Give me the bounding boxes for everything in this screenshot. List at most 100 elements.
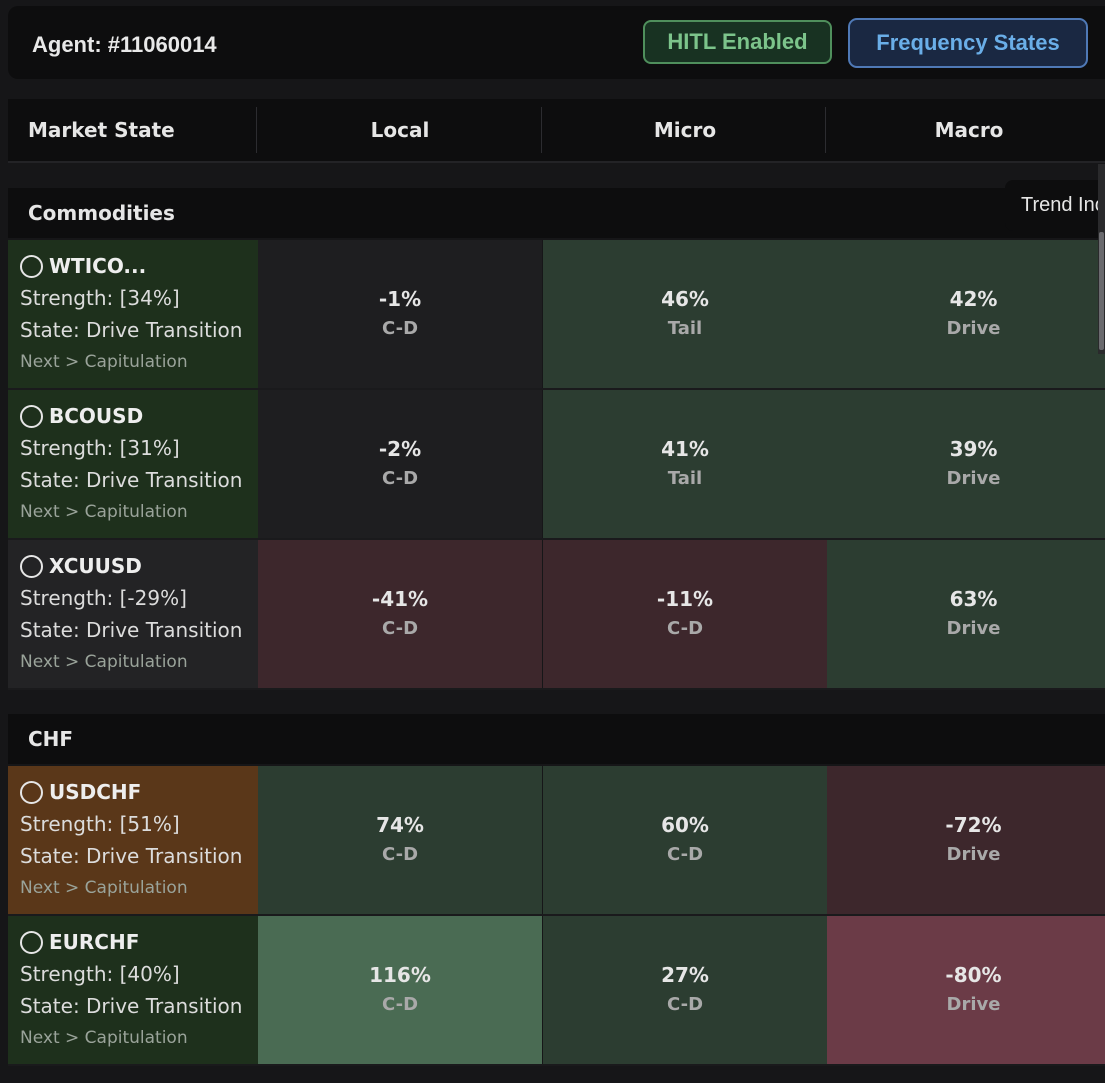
state-label: Drive xyxy=(946,318,1001,339)
agent-header-bar: Agent: #11060014 HITL Enabled Frequency … xyxy=(8,6,1105,79)
micro-cell[interactable]: -11% C-D xyxy=(543,540,827,688)
percent-value: -80% xyxy=(945,963,1002,987)
column-divider xyxy=(256,107,257,153)
percent-value: 60% xyxy=(661,813,709,837)
market-name-cell[interactable]: BCOUSD Strength: [31%] State: Drive Transi… xyxy=(8,390,258,538)
symbol-label: USDCHF xyxy=(20,780,141,804)
column-divider xyxy=(825,107,826,153)
market-name-cell[interactable]: EURCHF Strength: [40%] State: Drive Transi… xyxy=(8,916,258,1064)
strength-text: Strength: [31%] xyxy=(20,436,180,460)
percent-value: 63% xyxy=(949,587,998,611)
percent-value: 74% xyxy=(376,813,424,837)
symbol-name: USDCHF xyxy=(49,780,142,804)
percent-value: -2% xyxy=(378,437,422,461)
symbol-name: WTICO... xyxy=(49,254,147,278)
symbol-label: BCOUSD xyxy=(20,404,143,428)
micro-cell[interactable]: 46% Tail xyxy=(543,240,827,388)
select-circle-icon[interactable] xyxy=(20,404,43,428)
column-divider xyxy=(541,107,542,153)
hitl-enabled-button[interactable]: HITL Enabled xyxy=(643,20,832,64)
percent-value: 27% xyxy=(661,963,709,987)
state-text: State: Drive Transition xyxy=(20,994,243,1018)
table-row[interactable]: WTICO... Strength: [34%] State: Drive Tran… xyxy=(8,240,1105,390)
symbol-name: XCUUSD xyxy=(49,554,142,578)
state-label: Drive xyxy=(946,994,1001,1015)
symbol-name: BCOUSD xyxy=(49,404,144,428)
state-label: C-D xyxy=(666,844,704,865)
symbol-label: EURCHF xyxy=(20,930,139,954)
market-name-cell[interactable]: USDCHF Strength: [51%] State: Drive Transi… xyxy=(8,766,258,914)
state-label: Drive xyxy=(946,468,1001,489)
state-label: C-D xyxy=(381,468,419,489)
symbol-label: WTICO... xyxy=(20,254,146,278)
table-row[interactable]: USDCHF Strength: [51%] State: Drive Transi… xyxy=(8,766,1105,916)
percent-value: 116% xyxy=(369,963,431,987)
local-cell[interactable]: 74% C-D xyxy=(258,766,542,914)
table-row[interactable]: XCUUSD Strength: [-29%] State: Drive Trans… xyxy=(8,540,1105,690)
state-text: State: Drive Transition xyxy=(20,318,243,342)
group-name: Commodities xyxy=(28,201,175,225)
state-text: State: Drive Transition xyxy=(20,844,243,868)
market-name-cell[interactable]: XCUUSD Strength: [-29%] State: Drive Trans… xyxy=(8,540,258,688)
macro-cell[interactable]: -72% Drive xyxy=(827,766,1105,914)
macro-cell[interactable]: 63% Drive xyxy=(827,540,1105,688)
table-row[interactable]: EURCHF Strength: [40%] State: Drive Transi… xyxy=(8,916,1105,1066)
symbol-name: EURCHF xyxy=(49,930,140,954)
next-state-text: Next > Capitulation xyxy=(20,878,188,898)
state-label: Tail xyxy=(667,468,703,489)
macro-cell[interactable]: 39% Drive xyxy=(827,390,1105,538)
local-cell[interactable]: -1% C-D xyxy=(258,240,542,388)
column-header-micro[interactable]: Micro xyxy=(653,118,717,142)
percent-value: 46% xyxy=(661,287,709,311)
percent-value: -72% xyxy=(945,813,1002,837)
market-name-cell[interactable]: WTICO... Strength: [34%] State: Drive Tran… xyxy=(8,240,258,388)
state-label: C-D xyxy=(666,618,704,639)
state-label: C-D xyxy=(666,994,704,1015)
select-circle-icon[interactable] xyxy=(20,254,43,278)
percent-value: -1% xyxy=(378,287,422,311)
next-state-text: Next > Capitulation xyxy=(20,502,188,522)
state-label: Drive xyxy=(946,844,1001,865)
strength-text: Strength: [-29%] xyxy=(20,586,187,610)
column-header-market-state[interactable]: Market State xyxy=(28,118,175,142)
next-state-text: Next > Capitulation xyxy=(20,652,188,672)
group-header[interactable]: CHF xyxy=(8,714,1105,764)
state-label: C-D xyxy=(381,994,419,1015)
strength-text: Strength: [51%] xyxy=(20,812,180,836)
group-header[interactable]: Commodities xyxy=(8,188,1105,238)
state-text: State: Drive Transition xyxy=(20,618,243,642)
local-cell[interactable]: -2% C-D xyxy=(258,390,542,538)
percent-value: -41% xyxy=(371,587,429,611)
percent-value: -11% xyxy=(656,587,714,611)
table-row[interactable]: BCOUSD Strength: [31%] State: Drive Transi… xyxy=(8,390,1105,540)
column-header-macro[interactable]: Macro xyxy=(934,118,1004,142)
percent-value: 42% xyxy=(949,287,998,311)
select-circle-icon[interactable] xyxy=(20,930,43,954)
state-label: C-D xyxy=(381,318,419,339)
state-text: State: Drive Transition xyxy=(20,468,243,492)
column-header-local[interactable]: Local xyxy=(370,118,430,142)
micro-cell[interactable]: 60% C-D xyxy=(543,766,827,914)
state-label: C-D xyxy=(381,618,419,639)
state-label: C-D xyxy=(381,844,419,865)
select-circle-icon[interactable] xyxy=(20,780,43,804)
micro-cell[interactable]: 27% C-D xyxy=(543,916,827,1064)
micro-cell[interactable]: 41% Tail xyxy=(543,390,827,538)
group-name: CHF xyxy=(28,727,74,751)
macro-cell[interactable]: 42% Drive xyxy=(827,240,1105,388)
scrollbar-thumb[interactable] xyxy=(1099,232,1104,350)
local-cell[interactable]: -41% C-D xyxy=(258,540,542,688)
state-label: Drive xyxy=(946,618,1001,639)
select-circle-icon[interactable] xyxy=(20,554,43,578)
trend-indicator-tooltip: Trend Inc xyxy=(1005,180,1105,231)
local-cell[interactable]: 116% C-D xyxy=(258,916,542,1064)
agent-title: Agent: #11060014 xyxy=(32,32,217,57)
next-state-text: Next > Capitulation xyxy=(20,1028,188,1048)
strength-text: Strength: [40%] xyxy=(20,962,180,986)
macro-cell[interactable]: -80% Drive xyxy=(827,916,1105,1064)
frequency-states-button[interactable]: Frequency States xyxy=(848,18,1088,68)
percent-value: 41% xyxy=(661,437,709,461)
strength-text: Strength: [34%] xyxy=(20,286,180,310)
table-header: Market State Local Micro Macro xyxy=(8,99,1105,163)
state-label: Tail xyxy=(667,318,703,339)
